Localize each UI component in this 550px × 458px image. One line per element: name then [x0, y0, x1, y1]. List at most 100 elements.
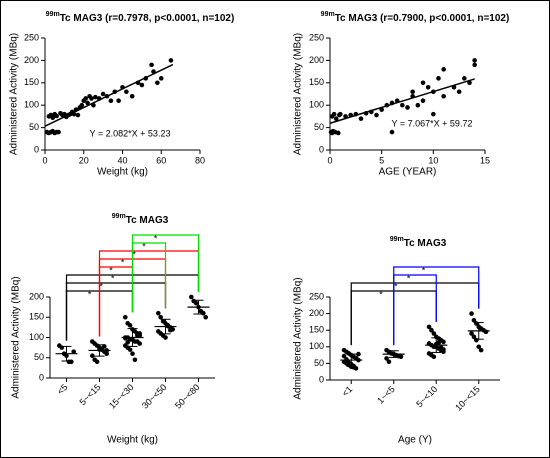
y-tick-label: 100 [29, 332, 44, 342]
significance-star: * [88, 289, 92, 299]
y-tick-label: 150 [29, 312, 44, 322]
point [104, 351, 109, 357]
point [441, 67, 446, 72]
y-tick-label: 0 [34, 144, 39, 154]
point [85, 100, 90, 106]
point [333, 116, 339, 121]
y-tick-label: 250 [309, 32, 324, 42]
title-text: Tc MAG3 [404, 238, 447, 249]
chart-title: 99mTc MAG3 [112, 213, 169, 225]
point [467, 80, 472, 86]
y-tick-label: 200 [309, 308, 324, 318]
point [425, 84, 431, 90]
point [398, 354, 404, 360]
x-axis-label: Age (Y) [398, 435, 432, 446]
point [335, 130, 341, 136]
significance-star: * [99, 281, 103, 291]
point [132, 357, 138, 363]
chart-title: 99mTc MAG3 (r=0.7978, p<0.0001, n=102) [46, 11, 235, 23]
point [389, 129, 395, 135]
y-tick-label: 0 [319, 144, 324, 154]
x-tick-label: 80 [195, 155, 205, 165]
point [123, 314, 128, 320]
fit-equation: Y = 7.067*X + 59.72 [392, 118, 473, 128]
point [436, 340, 441, 346]
point [374, 112, 379, 118]
point [129, 93, 135, 99]
y-tick-label: 50 [314, 358, 324, 368]
point [90, 353, 95, 359]
significance-star: * [132, 249, 136, 259]
point [137, 331, 142, 336]
point [94, 359, 100, 365]
point [474, 337, 479, 343]
significance-star: * [121, 257, 125, 267]
x-tick-label: 60 [156, 155, 166, 165]
y-tick-label: 100 [309, 341, 324, 351]
y-tick-label: 50 [29, 122, 39, 132]
y-tick-label: 50 [314, 122, 324, 132]
point [130, 351, 135, 357]
point [441, 347, 446, 352]
x-tick-label: 10 [428, 155, 438, 165]
point [56, 129, 61, 135]
point [203, 314, 208, 320]
isotope-superscript: 99m [321, 11, 335, 18]
y-tick-label: 150 [309, 77, 324, 87]
fit-equation: Y = 2.082*X + 53.23 [90, 128, 171, 138]
significance-star: * [407, 273, 411, 283]
point [456, 89, 462, 95]
point [341, 353, 347, 359]
chart-title: 99mTc MAG3 [390, 236, 447, 248]
y-tick-label: 200 [309, 55, 324, 65]
point [405, 105, 410, 110]
title-text: Tc MAG3 [126, 215, 169, 226]
point [436, 76, 441, 81]
point [476, 344, 482, 350]
point [420, 98, 426, 104]
point [158, 76, 164, 81]
y-tick-label: 250 [24, 32, 39, 42]
point [431, 331, 437, 336]
point [83, 96, 88, 101]
point [386, 359, 392, 365]
point [139, 82, 145, 88]
point [358, 116, 364, 121]
point [353, 355, 359, 361]
y-tick-label: 100 [309, 100, 324, 110]
significance-star: * [109, 265, 113, 275]
point [93, 94, 98, 100]
point [469, 331, 474, 336]
significance-star: * [422, 265, 426, 275]
y-axis-label: Administered Activity (MBq) [9, 33, 20, 155]
point [472, 58, 477, 63]
point [100, 91, 106, 97]
point [168, 58, 174, 63]
point [400, 102, 405, 108]
significance-bracket [131, 234, 200, 313]
point [431, 111, 436, 117]
y-tick-label: 0 [39, 372, 44, 382]
point [441, 339, 446, 345]
isotope-superscript: 99m [46, 11, 60, 18]
y-axis-label: Administered Activity (MBq) [293, 277, 304, 399]
x-tick-label: 0 [42, 155, 47, 165]
chart-title: 99mTc MAG3 (r=0.7900, p<0.0001, n=102) [321, 11, 510, 23]
y-tick-label: 200 [24, 55, 39, 65]
point [108, 98, 114, 104]
y-tick-label: 150 [309, 325, 324, 335]
point [127, 323, 133, 328]
significance-star: * [142, 241, 146, 251]
title-text: Tc MAG3 (r=0.7900, p<0.0001, n=102) [335, 13, 510, 24]
y-tick-label: 0 [319, 374, 324, 384]
significance-star: * [154, 233, 158, 243]
point [338, 111, 343, 117]
point [168, 327, 173, 333]
point [462, 76, 467, 81]
x-axis-label: AGE (YEAR) [379, 167, 437, 178]
point [420, 80, 426, 86]
isotope-superscript: 99m [112, 213, 126, 220]
point [356, 351, 361, 357]
